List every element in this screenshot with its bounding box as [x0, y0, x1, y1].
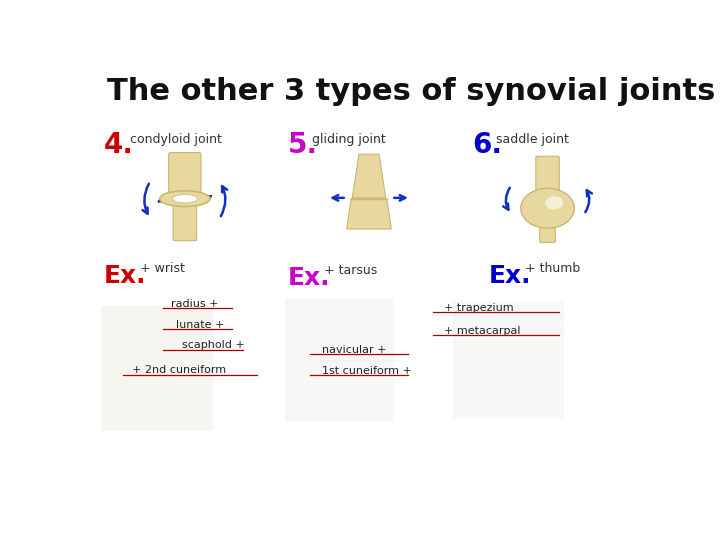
- Text: + tarsus: + tarsus: [324, 265, 377, 278]
- Text: radius +: radius +: [171, 299, 218, 309]
- Text: 4.: 4.: [104, 131, 134, 159]
- Text: saddle joint: saddle joint: [496, 133, 569, 146]
- FancyBboxPatch shape: [173, 201, 197, 241]
- FancyBboxPatch shape: [536, 156, 559, 198]
- Text: condyloid joint: condyloid joint: [130, 133, 222, 146]
- Text: + metacarpal: + metacarpal: [444, 326, 521, 336]
- Text: 5.: 5.: [288, 131, 318, 159]
- Text: + 2nd cuneiform: + 2nd cuneiform: [132, 366, 226, 375]
- Circle shape: [521, 188, 575, 228]
- Text: + wrist: + wrist: [140, 262, 185, 275]
- Text: Ex.: Ex.: [489, 265, 531, 288]
- Text: Ex.: Ex.: [104, 265, 146, 288]
- FancyBboxPatch shape: [453, 302, 564, 418]
- Polygon shape: [352, 154, 386, 198]
- Text: 6.: 6.: [472, 131, 503, 159]
- Text: Ex.: Ex.: [288, 266, 330, 291]
- Text: lunate +: lunate +: [176, 320, 225, 330]
- Ellipse shape: [160, 191, 210, 207]
- Text: gliding joint: gliding joint: [312, 133, 386, 146]
- Text: + trapezium: + trapezium: [444, 303, 514, 313]
- Text: + thumb: + thumb: [526, 262, 580, 275]
- Circle shape: [545, 196, 563, 210]
- Text: The other 3 types of synovial joints: The other 3 types of synovial joints: [107, 77, 715, 106]
- Ellipse shape: [172, 194, 197, 203]
- FancyBboxPatch shape: [101, 306, 213, 431]
- FancyBboxPatch shape: [168, 152, 201, 198]
- Polygon shape: [347, 199, 392, 229]
- Text: 1st cuneiform +: 1st cuneiform +: [322, 366, 411, 376]
- FancyBboxPatch shape: [540, 227, 555, 242]
- FancyBboxPatch shape: [285, 298, 394, 422]
- Text: scaphold +: scaphold +: [182, 340, 245, 350]
- Text: navicular +: navicular +: [322, 345, 386, 355]
